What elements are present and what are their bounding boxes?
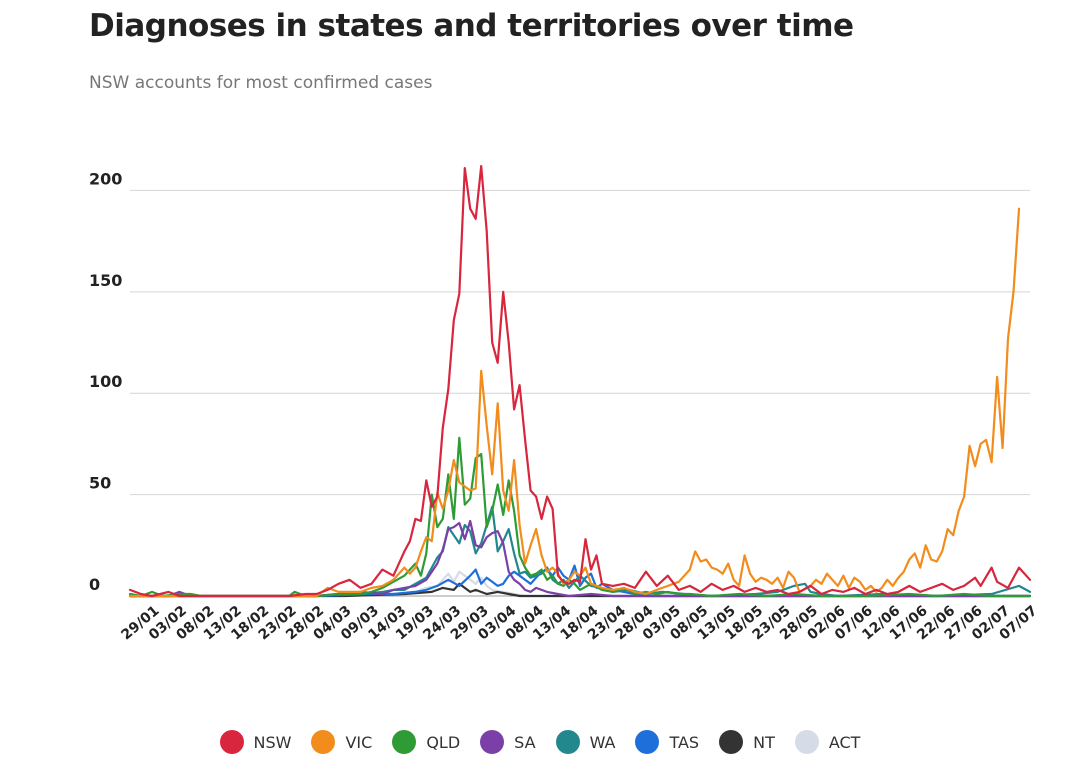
y-tick-label: 100 (89, 372, 122, 391)
legend-swatch (719, 730, 744, 754)
y-tick-label: 50 (89, 474, 111, 493)
legend-swatch (480, 730, 505, 754)
legend-label: NT (753, 732, 775, 752)
chart-legend: NSW VIC QLD SA WA TAS NT ACT (0, 730, 1080, 754)
legend-swatch (311, 730, 336, 754)
series-line-qld (128, 436, 1032, 598)
line-chart: 05010015020029/0103/0208/0213/0218/0223/… (89, 165, 1041, 643)
legend-label: WA (589, 732, 616, 752)
legend-item-wa: WA (555, 730, 616, 754)
series-line-nsw (128, 165, 1032, 598)
legend-label: ACT (828, 732, 861, 752)
series-line-tas (128, 564, 1032, 598)
y-tick-label: 150 (89, 271, 122, 290)
legend-label: NSW (253, 732, 292, 752)
legend-label: TAS (669, 732, 700, 752)
legend-label: QLD (426, 732, 461, 752)
y-tick-label: 0 (89, 575, 100, 594)
series-line-vic (128, 207, 1021, 598)
legend-item-qld: QLD (392, 730, 460, 754)
chart-subtitle: NSW accounts for most confirmed cases (89, 73, 433, 93)
legend-item-act: ACT (794, 730, 861, 754)
legend-label: VIC (345, 732, 373, 752)
series-line-nt (128, 582, 1032, 598)
legend-swatch (794, 730, 819, 754)
legend-item-vic: VIC (311, 730, 372, 754)
chart-title: Diagnoses in states and territories over… (89, 8, 854, 44)
legend-swatch (635, 730, 660, 754)
legend-item-tas: TAS (635, 730, 699, 754)
legend-swatch (392, 730, 417, 754)
legend-item-nsw: NSW (219, 730, 292, 754)
legend-label: SA (514, 732, 536, 752)
legend-item-nt: NT (719, 730, 775, 754)
legend-item-sa: SA (480, 730, 536, 754)
series-line-wa (128, 505, 1032, 598)
legend-swatch (219, 730, 244, 754)
y-tick-label: 200 (89, 169, 122, 188)
legend-swatch (555, 730, 580, 754)
